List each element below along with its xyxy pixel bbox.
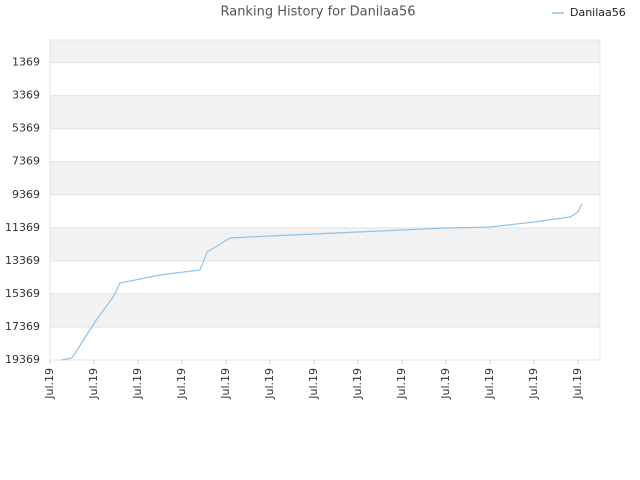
line	[61, 203, 583, 361]
grid-band	[50, 128, 600, 162]
y-tick-label: 19369	[5, 353, 40, 366]
y-tick-label: 7369	[12, 155, 40, 168]
chart-title: Ranking History for Danilaa56	[220, 5, 415, 20]
x-tick-label: Jul.19	[175, 368, 188, 400]
y-tick-label: 9369	[12, 188, 40, 201]
grid-band	[50, 260, 600, 294]
x-tick-label: Jul.19	[131, 368, 144, 400]
x-tick-label: Jul.19	[307, 368, 320, 400]
x-tick-label: Jul.19	[483, 368, 496, 400]
grid-band	[50, 40, 600, 63]
y-tick-label: 1369	[12, 56, 40, 69]
grid-band	[50, 227, 600, 261]
y-tick-label: 5369	[12, 122, 40, 135]
y-tick-label: 15369	[5, 287, 40, 300]
grid-band	[50, 194, 600, 228]
x-tick-label: Jul.19	[351, 368, 364, 400]
x-tick-label: Jul.19	[87, 368, 100, 400]
y-tick-label: 3369	[12, 89, 40, 102]
x-tick-label: Jul.19	[439, 368, 452, 400]
y-tick-label: 13369	[5, 254, 40, 267]
x-tick-label: Jul.19	[43, 368, 56, 400]
y-tick-label: 11369	[5, 221, 40, 234]
x-tick-label: Jul.19	[527, 368, 540, 400]
grid-band	[50, 293, 600, 327]
grid-band	[50, 161, 600, 195]
x-tick-label: Jul.19	[395, 368, 408, 400]
legend-label: Danilaa56	[570, 6, 626, 19]
x-tick-label: Jul.19	[219, 368, 232, 400]
grid-band	[50, 62, 600, 96]
x-tick-label: Jul.19	[571, 368, 584, 400]
x-tick-label: Jul.19	[263, 368, 276, 400]
grid-band	[50, 95, 600, 129]
grid-band	[50, 326, 600, 360]
y-tick-label: 17369	[5, 320, 40, 333]
